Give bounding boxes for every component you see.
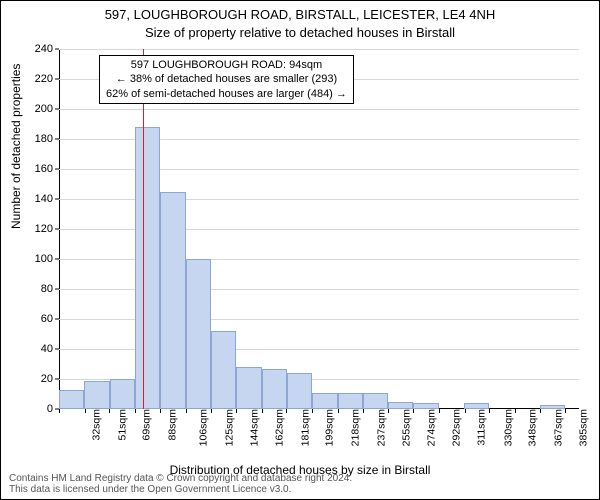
histogram-bar [110,379,135,409]
x-tick-mark [59,409,60,413]
y-tick-mark [55,139,59,140]
y-tick-mark [55,199,59,200]
y-tick-mark [55,109,59,110]
y-tick-label: 80 [13,283,53,295]
histogram-bar [211,331,236,409]
x-tick-mark [286,409,287,413]
x-tick-mark [489,409,490,413]
x-tick-label: 348sqm [527,409,539,446]
histogram-bar [160,192,185,410]
y-tick-label: 220 [13,73,53,85]
x-tick-mark [338,409,339,413]
x-tick-label: 162sqm [273,409,285,446]
x-tick-mark [413,409,414,413]
x-tick-label: 199sqm [324,409,336,446]
histogram-bar [388,402,413,410]
x-tick-label: 181sqm [299,409,311,446]
y-tick-mark [55,289,59,290]
histogram-bar [135,127,160,409]
y-tick-mark [55,379,59,380]
y-tick-label: 180 [13,133,53,145]
footer-text: Contains HM Land Registry data © Crown c… [9,473,352,495]
x-tick-label: 51sqm [116,409,128,441]
x-tick-label: 144sqm [249,409,261,446]
x-tick-mark [515,409,516,413]
y-tick-label: 20 [13,373,53,385]
x-tick-label: 69sqm [141,409,153,441]
y-tick-label: 60 [13,313,53,325]
x-tick-mark [465,409,466,413]
histogram-bar [236,367,261,409]
x-tick-label: 292sqm [450,409,462,446]
x-tick-label: 330sqm [502,409,514,446]
annotation-line1: 597 LOUGHBOROUGH ROAD: 94sqm [131,59,322,71]
x-tick-mark [236,409,237,413]
y-tick-mark [55,169,59,170]
y-tick-label: 40 [13,343,53,355]
x-tick-mark [160,409,161,413]
x-tick-mark [186,409,187,413]
y-tick-label: 160 [13,163,53,175]
y-tick-mark [55,349,59,350]
chart-subtitle: Size of property relative to detached ho… [1,25,599,40]
y-tick-label: 240 [13,43,53,55]
y-tick-label: 100 [13,253,53,265]
y-tick-label: 120 [13,223,53,235]
x-tick-label: 218sqm [350,409,362,446]
x-tick-mark [135,409,136,413]
x-tick-label: 255sqm [400,409,412,446]
annotation-box: 597 LOUGHBOROUGH ROAD: 94sqm ← 38% of de… [99,55,354,104]
histogram-bar [363,393,388,410]
histogram-bar [312,393,337,410]
x-tick-mark [262,409,263,413]
x-tick-label: 125sqm [223,409,235,446]
y-tick-mark [55,79,59,80]
y-tick-mark [55,409,59,410]
x-tick-mark [363,409,364,413]
y-tick-mark [55,259,59,260]
x-tick-label: 385sqm [577,409,589,446]
histogram-bar [84,381,109,410]
y-tick-label: 140 [13,193,53,205]
y-tick-mark [55,319,59,320]
x-tick-mark [85,409,86,413]
plot-area: 32sqm51sqm69sqm88sqm106sqm125sqm144sqm16… [59,49,579,409]
x-tick-label: 237sqm [375,409,387,446]
chart-container: 597, LOUGHBOROUGH ROAD, BIRSTALL, LEICES… [0,0,600,500]
x-tick-mark [565,409,566,413]
gridline [59,49,579,50]
x-tick-label: 274sqm [426,409,438,446]
y-tick-label: 200 [13,103,53,115]
x-tick-label: 88sqm [167,409,179,441]
annotation-line2: ← 38% of detached houses are smaller (29… [116,73,337,85]
y-tick-label: 0 [13,403,53,415]
x-tick-mark [109,409,110,413]
y-tick-mark [55,229,59,230]
x-tick-mark [211,409,212,413]
x-tick-mark [312,409,313,413]
x-tick-label: 367sqm [552,409,564,446]
x-tick-mark [540,409,541,413]
x-tick-label: 106sqm [197,409,209,446]
x-tick-mark [439,409,440,413]
histogram-bar [338,393,363,410]
histogram-bar [59,390,84,410]
x-tick-mark [388,409,389,413]
histogram-bar [186,259,211,409]
histogram-bar [262,369,287,410]
x-tick-label: 32sqm [91,409,103,441]
gridline [59,109,579,110]
histogram-bar [287,373,312,409]
x-tick-label: 311sqm [475,409,487,446]
chart-title-address: 597, LOUGHBOROUGH ROAD, BIRSTALL, LEICES… [1,7,599,22]
y-tick-mark [55,49,59,50]
annotation-line3: 62% of semi-detached houses are larger (… [106,88,347,100]
